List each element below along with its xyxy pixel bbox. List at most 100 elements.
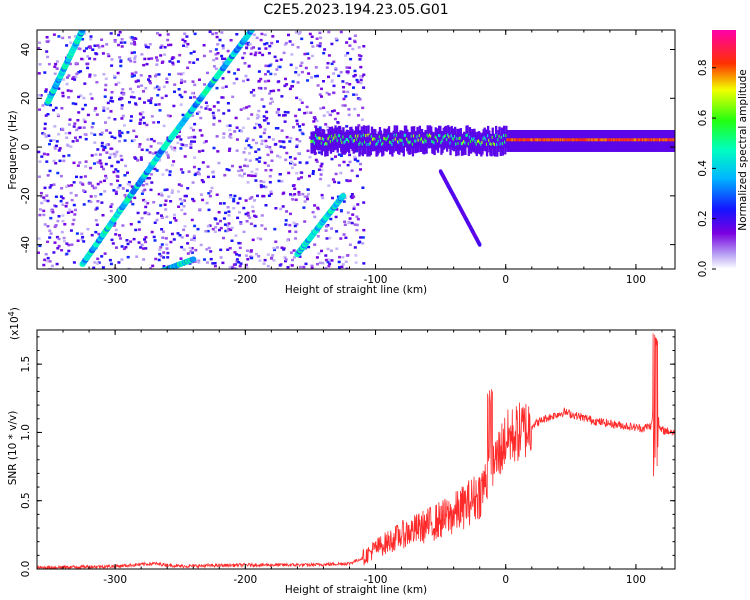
spectrogram-noise-cell [131, 202, 135, 206]
spectrogram-noise-cell [242, 206, 246, 210]
spectrogram-noise-cell [345, 41, 349, 44]
spectrogram-noise-cell [284, 259, 287, 263]
spectrogram-noise-cell [345, 125, 349, 128]
spectrogram-noise-cell [331, 178, 335, 181]
spectrogram-noise-cell [288, 40, 292, 43]
spectrogram-noise-cell [310, 76, 314, 79]
spectrogram-noise-cell [67, 36, 71, 39]
spectrogram-noise-cell [331, 196, 334, 200]
spectrogram-noise-cell [108, 131, 112, 135]
spectrogram-noise-cell [160, 194, 164, 197]
spectrogram-noise-cell [210, 186, 214, 190]
spectrogram-noise-cell [306, 79, 309, 82]
spectrogram-noise-cell [99, 193, 103, 196]
spectrogram-noise-cell [312, 120, 316, 123]
spectrogram-noise-cell [226, 224, 230, 228]
spectrogram-noise-cell [199, 193, 203, 196]
spectrogram-noise-cell [346, 179, 350, 183]
spectrogram-noise-cell [214, 53, 218, 56]
spectrogram-noise-cell [118, 184, 122, 187]
spectrogram-noise-cell [118, 56, 122, 59]
spectrogram-noise-cell [158, 252, 162, 256]
spectrogram-noise-cell [125, 189, 129, 192]
spectrogram-carrier-cell [357, 134, 360, 138]
spectrogram-noise-cell [360, 75, 364, 78]
spectrogram-noise-cell [362, 201, 366, 204]
spectrogram-noise-cell [345, 267, 349, 269]
spectrogram-noise-cell [160, 228, 164, 231]
spectrogram-noise-cell [190, 135, 194, 139]
spectrogram-noise-cell [345, 66, 349, 69]
spectrogram-noise-cell [211, 262, 215, 265]
spectrogram-noise-cell [80, 57, 84, 61]
spectrogram-noise-cell [37, 72, 41, 75]
spectrogram-noise-cell [83, 133, 87, 136]
spectrogram-carrier-cell [342, 135, 345, 139]
spectrogram-noise-cell [297, 108, 301, 111]
spectrogram-noise-cell [325, 237, 329, 240]
spectrogram-noise-cell [224, 211, 228, 215]
spectrogram-noise-cell [243, 62, 247, 65]
spectrogram-noise-cell [325, 91, 329, 95]
spectrogram-noise-cell [153, 167, 157, 171]
spectrogram-noise-cell [57, 133, 61, 136]
spectrogram-noise-cell [119, 41, 123, 44]
spectrogram-noise-cell [123, 41, 127, 44]
spectrogram-noise-cell [290, 162, 294, 165]
spectrogram-noise-cell [330, 110, 334, 113]
spectrogram-noise-cell [272, 246, 276, 250]
spectrogram-noise-cell [328, 262, 332, 266]
spectrogram-noise-cell [301, 192, 305, 196]
spectrogram-noise-cell [266, 70, 270, 73]
spectrogram-noise-cell [249, 249, 253, 252]
spectrogram-noise-cell [46, 174, 50, 177]
spectrogram-noise-cell [211, 111, 215, 115]
spectrogram-noise-cell [344, 236, 348, 239]
spectrogram-noise-cell [266, 264, 270, 268]
spectrogram-noise-cell [166, 153, 170, 157]
spectrogram-noise-cell [258, 259, 262, 262]
spectrogram-noise-cell [297, 32, 301, 35]
spectrogram-noise-cell [332, 109, 336, 112]
spectrogram-noise-cell [240, 175, 244, 178]
spectrogram-noise-cell [181, 113, 185, 117]
spectrogram-noise-cell [90, 97, 94, 100]
spectrogram-noise-cell [279, 58, 283, 61]
spectrogram-noise-cell [157, 192, 161, 196]
spectrogram-noise-cell [46, 40, 50, 43]
spectrogram-noise-cell [244, 74, 248, 78]
spectrogram-streak-cell [339, 193, 347, 199]
spectrogram-carrier-cell [443, 134, 446, 138]
spectrogram-noise-cell [129, 36, 132, 39]
snr-y-label: SNR (10 * v/v) [7, 411, 19, 486]
spectrogram-noise-cell [252, 88, 256, 92]
spectrogram-noise-cell [232, 197, 236, 201]
spectrogram-noise-cell [355, 228, 359, 232]
spectrogram-noise-cell [143, 188, 147, 192]
spectrogram-noise-cell [361, 106, 365, 110]
spectrogram-noise-cell [110, 238, 114, 242]
spectrogram-carrier-cell [374, 137, 377, 141]
spectrogram-noise-cell [247, 174, 250, 177]
spectrogram-carrier-cell [316, 136, 319, 140]
spectrogram-carrier-cell [338, 134, 342, 138]
spectrogram-noise-cell [148, 43, 152, 46]
spectrogram-noise-cell [246, 258, 250, 261]
spectrogram-noise-cell [78, 161, 82, 164]
spectrogram-noise-cell [163, 53, 167, 56]
spectrogram-noise-cell [158, 109, 162, 112]
spectrogram-noise-cell [249, 52, 253, 56]
spectrogram-noise-cell [319, 177, 323, 181]
spectrogram-noise-cell [273, 248, 276, 252]
y-tick-label: -40 [20, 236, 32, 253]
spectrogram-noise-cell [289, 251, 293, 254]
spectrogram-noise-cell [149, 101, 153, 105]
spectrogram-noise-cell [106, 53, 110, 56]
spectrogram-noise-cell [145, 62, 149, 66]
spectrogram-carrier-cell [319, 136, 322, 140]
spectrogram-noise-cell [278, 173, 282, 176]
spectrogram-noise-cell [317, 168, 321, 171]
spectrogram-noise-cell [268, 181, 272, 184]
spectrogram-noise-cell [265, 110, 269, 114]
spectrogram-carrier-cell [539, 138, 542, 142]
